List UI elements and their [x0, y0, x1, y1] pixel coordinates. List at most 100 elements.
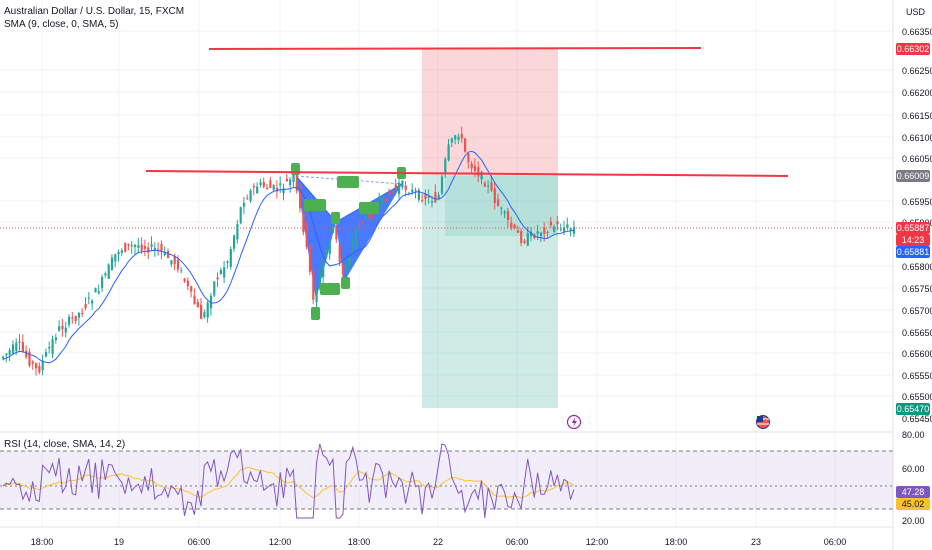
- time-label: 23: [750, 537, 762, 547]
- candle: [81, 308, 84, 317]
- candle: [421, 193, 424, 203]
- price-tag-sma: 0.65881: [896, 246, 930, 258]
- price-tick: 0.65950: [902, 197, 932, 207]
- candle: [516, 225, 519, 233]
- time-label: 06:00: [187, 537, 211, 547]
- candle: [249, 188, 252, 203]
- candle: [318, 266, 321, 291]
- candle: [434, 184, 437, 204]
- candle: [361, 220, 364, 225]
- candle: [391, 189, 394, 195]
- candle: [147, 242, 150, 260]
- rsi-ma-line: [2, 466, 575, 499]
- time-label: 18:00: [30, 537, 54, 547]
- take-profit-zone[interactable]: [422, 176, 558, 408]
- candle: [444, 156, 447, 178]
- candle: [506, 207, 510, 228]
- candle: [206, 300, 209, 323]
- candle: [414, 187, 417, 199]
- candle: [163, 246, 166, 257]
- candle: [305, 220, 308, 250]
- candle: [348, 247, 351, 272]
- currency-label[interactable]: USD: [906, 7, 926, 17]
- time-label: 06:00: [505, 537, 529, 547]
- candle: [246, 194, 249, 200]
- price-tick: 0.66350: [902, 27, 932, 37]
- candle: [38, 362, 41, 375]
- candle: [130, 240, 133, 254]
- ratio-label-bd: [359, 202, 379, 214]
- candle: [25, 345, 28, 360]
- candle: [41, 354, 44, 376]
- candle: [289, 177, 292, 193]
- candle: [31, 360, 34, 370]
- candle: [454, 134, 457, 145]
- time-label: 19: [113, 537, 125, 547]
- candle: [11, 340, 15, 356]
- candle: [213, 280, 216, 298]
- price-tick: 0.65800: [902, 262, 932, 272]
- candle: [315, 287, 318, 308]
- sma-legend[interactable]: SMA (9, close, 0, SMA, 5): [4, 19, 119, 30]
- candle: [252, 183, 255, 196]
- rsi-band: [0, 451, 893, 509]
- candle: [559, 223, 562, 232]
- candle: [269, 176, 272, 189]
- price-tag-resistance: 0.66009: [896, 170, 930, 182]
- candle: [229, 246, 232, 270]
- pattern-point-x: [291, 163, 300, 175]
- candle: [8, 347, 11, 362]
- candle: [355, 226, 358, 253]
- symbol-title[interactable]: Australian Dollar / U.S. Dollar, 15, FXC…: [4, 6, 185, 17]
- price-tick: 0.66200: [902, 88, 932, 98]
- candle: [150, 236, 153, 252]
- candle: [285, 173, 288, 182]
- candle: [61, 318, 64, 337]
- candle: [553, 224, 556, 234]
- pattern-point-c: [341, 277, 350, 289]
- candle: [127, 243, 130, 251]
- candle: [279, 176, 282, 194]
- time-label: 06:00: [823, 537, 847, 547]
- price-tick: 0.66100: [902, 133, 932, 143]
- price-tick: 0.66050: [902, 154, 932, 164]
- candle: [322, 258, 325, 285]
- rsi-tick: 60.00: [902, 464, 925, 474]
- rsi-legend[interactable]: RSI (14, close, SMA, 14, 2): [4, 439, 126, 450]
- candle: [351, 232, 354, 255]
- candle: [345, 258, 348, 274]
- candle: [510, 216, 513, 231]
- candle: [440, 174, 444, 195]
- upper-resistance-line[interactable]: [208, 47, 702, 50]
- candle: [256, 182, 259, 194]
- us-flag-icon[interactable]: [756, 415, 770, 429]
- time-label: 12:00: [585, 537, 609, 547]
- candle: [153, 242, 156, 257]
- candle: [117, 249, 120, 262]
- candle: [450, 137, 453, 148]
- grid-lines: [0, 0, 893, 527]
- pattern-point-a: [311, 307, 320, 320]
- rsi-ma-value-tag: 45.02: [896, 498, 930, 510]
- candle: [97, 284, 100, 295]
- price-tick: 0.65550: [902, 371, 932, 381]
- candle: [77, 312, 81, 326]
- price-tag-upper-level: 0.66302: [896, 43, 930, 55]
- candle: [490, 175, 493, 192]
- candle: [457, 133, 460, 144]
- candle: [401, 179, 404, 191]
- price-tick: 0.65600: [902, 349, 932, 359]
- candle: [338, 244, 341, 267]
- pattern-labels: [291, 163, 406, 320]
- price-tag-target: 0.65470: [896, 403, 930, 415]
- candle: [381, 195, 384, 208]
- candle: [308, 244, 312, 275]
- rsi-line: [2, 443, 575, 519]
- lightning-icon[interactable]: [566, 414, 582, 430]
- candle: [157, 242, 160, 256]
- resistance-line[interactable]: [145, 170, 789, 177]
- stop-loss-zone[interactable]: [422, 48, 558, 176]
- candle: [183, 278, 186, 283]
- candle: [51, 335, 54, 359]
